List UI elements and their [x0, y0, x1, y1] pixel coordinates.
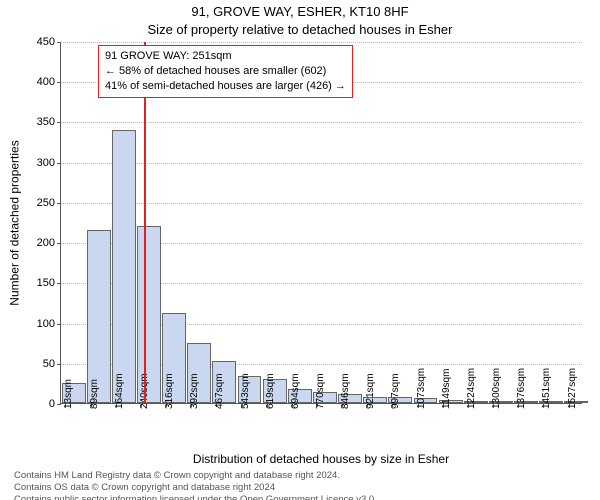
gridline [61, 42, 582, 43]
ytick-label: 100 [37, 318, 55, 330]
annotation-line: 91 GROVE WAY: 251sqm [105, 49, 346, 64]
gridline [61, 163, 582, 164]
footer-line: Contains HM Land Registry data © Crown c… [14, 470, 590, 482]
xtick-label: 1527sqm [567, 368, 578, 409]
ytick-label: 350 [37, 116, 55, 128]
ytick-mark [57, 404, 61, 405]
ytick-mark [57, 243, 61, 244]
ytick-label: 150 [37, 277, 55, 289]
ytick-label: 450 [37, 36, 55, 48]
ytick-mark [57, 364, 61, 365]
footer-line: Contains public sector information licen… [14, 494, 590, 500]
ytick-mark [57, 122, 61, 123]
xtick-label: 846sqm [340, 373, 351, 409]
footer-line: Contains OS data © Crown copyright and d… [14, 482, 590, 494]
xtick-label: 1224sqm [466, 368, 477, 409]
histogram-bar [87, 230, 111, 403]
ytick-mark [57, 283, 61, 284]
gridline [61, 203, 582, 204]
ytick-mark [57, 82, 61, 83]
ytick-mark [57, 203, 61, 204]
xtick-label: 1376sqm [516, 368, 527, 409]
ytick-label: 250 [37, 197, 55, 209]
x-axis-label: Distribution of detached houses by size … [60, 452, 582, 466]
chart-title-subtitle: Size of property relative to detached ho… [0, 22, 600, 37]
annotation-line: 41% of semi-detached houses are larger (… [105, 79, 346, 94]
xtick-label: 164sqm [114, 373, 125, 409]
xtick-label: 89sqm [89, 379, 100, 409]
ytick-label: 400 [37, 76, 55, 88]
ytick-mark [57, 42, 61, 43]
gridline [61, 122, 582, 123]
ytick-mark [57, 324, 61, 325]
xtick-label: 1300sqm [491, 368, 502, 409]
xtick-label: 543sqm [240, 373, 251, 409]
xtick-label: 1073sqm [416, 368, 427, 409]
ytick-label: 300 [37, 157, 55, 169]
ytick-label: 50 [43, 358, 55, 370]
xtick-label: 770sqm [315, 373, 326, 409]
xtick-label: 467sqm [214, 373, 225, 409]
xtick-label: 619sqm [265, 373, 276, 409]
property-annotation: 91 GROVE WAY: 251sqm← 58% of detached ho… [98, 45, 353, 98]
chart-plot-area: 05010015020025030035040045013sqm89sqm164… [60, 42, 582, 404]
xtick-label: 921sqm [365, 373, 376, 409]
xtick-label: 1149sqm [441, 369, 452, 409]
ytick-mark [57, 163, 61, 164]
xtick-label: 13sqm [63, 379, 74, 409]
chart-footer: Contains HM Land Registry data © Crown c… [14, 470, 590, 500]
xtick-label: 997sqm [390, 373, 401, 409]
chart-title-address: 91, GROVE WAY, ESHER, KT10 8HF [0, 4, 600, 19]
histogram-bar [112, 130, 136, 403]
annotation-line: ← 58% of detached houses are smaller (60… [105, 64, 346, 79]
ytick-label: 0 [49, 398, 55, 410]
xtick-label: 1451sqm [541, 368, 552, 409]
xtick-label: 316sqm [164, 373, 175, 409]
xtick-label: 694sqm [290, 373, 301, 409]
y-axis-label: Number of detached properties [8, 42, 22, 404]
ytick-label: 200 [37, 237, 55, 249]
xtick-label: 392sqm [189, 373, 200, 409]
